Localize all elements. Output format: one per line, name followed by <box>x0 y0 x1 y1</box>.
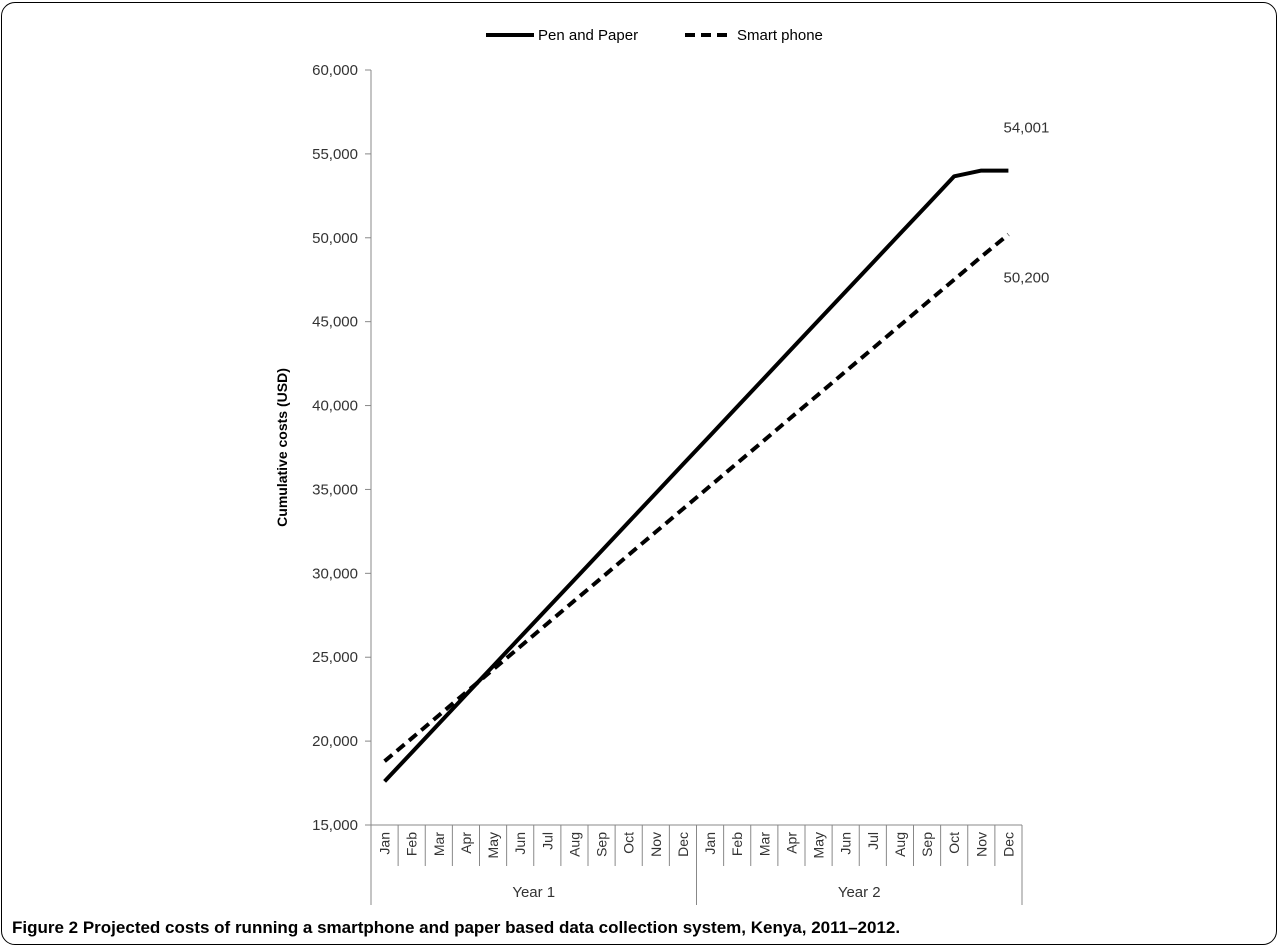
x-tick-label: Sep <box>919 832 935 857</box>
y-tick-label: 20,000 <box>312 733 358 750</box>
x-tick-label: Feb <box>404 832 420 856</box>
y-tick-label: 40,000 <box>312 398 358 415</box>
x-tick-label: Apr <box>783 832 799 854</box>
x-tick-label: Jan <box>702 832 718 855</box>
figure-caption: Figure 2 Projected costs of running a sm… <box>12 918 900 938</box>
x-tick-label: Dec <box>1000 832 1016 857</box>
x-tick-label: May <box>811 832 827 858</box>
x-group-label: Year 1 <box>512 884 555 901</box>
y-tick-label: 45,000 <box>312 314 358 331</box>
x-tick-label: Jul <box>539 832 555 850</box>
y-tick-label: 30,000 <box>312 565 358 582</box>
caption-text: Projected costs of running a smartphone … <box>78 918 901 937</box>
y-tick-label: 15,000 <box>312 817 358 834</box>
x-tick-label: Aug <box>566 832 582 857</box>
x-tick-label: May <box>485 832 501 858</box>
x-tick-label: Jun <box>512 832 528 855</box>
x-tick-label: Sep <box>594 832 610 857</box>
x-tick-label: Feb <box>729 832 745 856</box>
y-tick-label: 25,000 <box>312 649 358 666</box>
legend-label: Pen and Paper <box>538 27 638 44</box>
x-tick-label: Dec <box>675 832 691 857</box>
y-tick-label: 60,000 <box>312 62 358 79</box>
x-tick-label: Oct <box>621 832 637 854</box>
series-line-smart-phone <box>383 232 1010 763</box>
x-tick-label: Nov <box>648 832 664 857</box>
y-tick-label: 55,000 <box>312 146 358 163</box>
legend-label: Smart phone <box>737 27 823 44</box>
x-tick-label: Jun <box>838 832 854 855</box>
series-line-pen-and-paper <box>383 168 1009 783</box>
caption-label: Figure 2 <box>12 918 79 937</box>
x-tick-label: Oct <box>946 832 962 854</box>
x-tick-label: Apr <box>458 832 474 854</box>
y-tick-label: 35,000 <box>312 481 358 498</box>
x-tick-label: Mar <box>756 832 772 856</box>
x-tick-label: Jul <box>865 832 881 850</box>
data-label: 54,001 <box>1003 120 1049 137</box>
x-group-label: Year 2 <box>838 884 881 901</box>
x-tick-label: Aug <box>892 832 908 857</box>
data-label: 50,200 <box>1003 269 1049 286</box>
x-tick-label: Jan <box>377 832 393 855</box>
y-axis-label: Cumulative costs (USD) <box>274 368 290 527</box>
x-tick-label: Mar <box>431 832 447 856</box>
x-tick-label: Nov <box>973 832 989 857</box>
y-tick-label: 50,000 <box>312 230 358 247</box>
